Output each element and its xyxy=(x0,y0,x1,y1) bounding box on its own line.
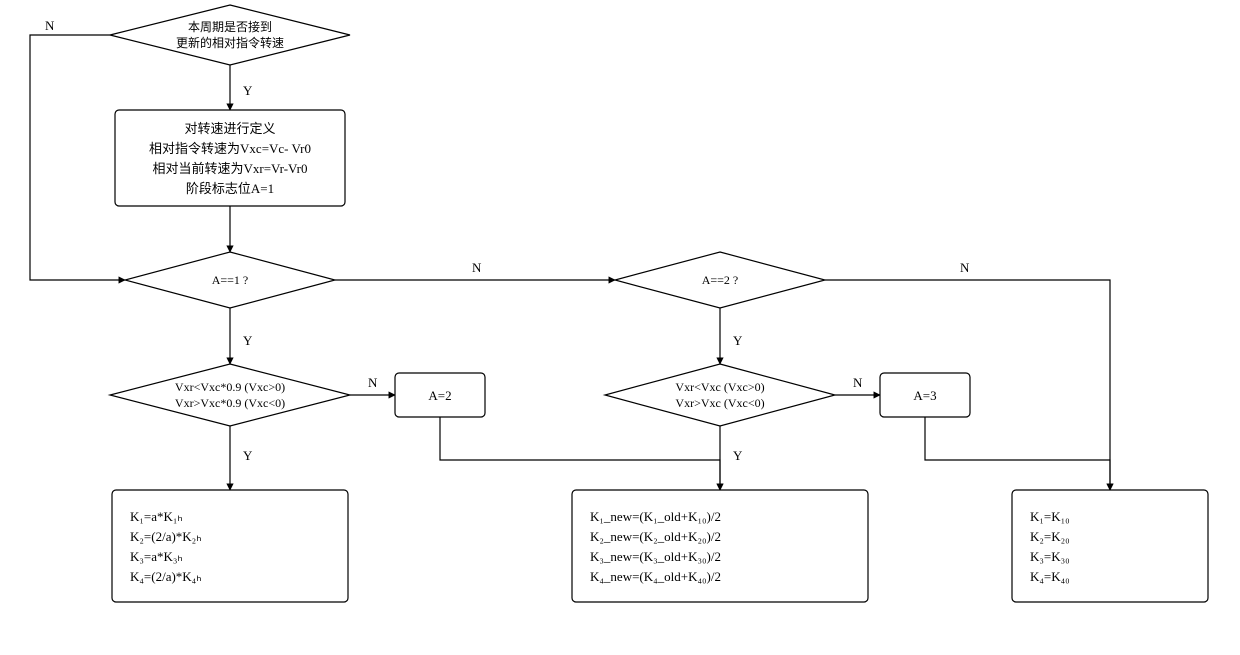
node-d_top-line0: 本周期是否接到 xyxy=(188,19,272,34)
edge-label-a2_N: N xyxy=(960,260,970,275)
node-b_define: 对转速进行定义相对指令转速为Vxc=Vc- Vr0 相对当前转速为Vxr=Vr-V… xyxy=(115,110,345,206)
node-d_vx1-line0: Vxr<Vxc*0.9 (Vxc>0) xyxy=(175,380,285,394)
node-b_a3: A=3 xyxy=(880,373,970,417)
node-b_k_mid-line3: K₄_new=(K₄_old+K₄₀)/2 xyxy=(590,569,721,584)
edge-label-vx1_N: N xyxy=(368,375,378,390)
node-d_vx2-line0: Vxr<Vxc (Vxc>0) xyxy=(675,380,764,394)
edge-label-a2_Y: Y xyxy=(733,333,743,348)
node-d_a2: A==2 ? xyxy=(615,252,825,308)
edge-a2box_down xyxy=(440,417,720,490)
edge-label-a1_Y: Y xyxy=(243,333,253,348)
node-b_k_mid: K₁_new=(K₁_old+K₁₀)/2 K₂_new=(K₂_old+K₂₀)… xyxy=(572,490,868,602)
node-b_k_right-line0: K₁=K₁₀ xyxy=(1030,509,1070,524)
node-b_k_right: K₁=K₁₀ K₂=K₂₀ K₃=K₃₀ K₄=K₄₀ xyxy=(1012,490,1208,602)
node-b_k_mid-line2: K₃_new=(K₃_old+K₃₀)/2 xyxy=(590,549,721,564)
flowchart: 本周期是否接到更新的相对指令转速对转速进行定义相对指令转速为Vxc=Vc- Vr… xyxy=(0,0,1240,655)
node-b_k_left-line2: K₃=a*K₃ₕ xyxy=(130,549,183,564)
node-b_define-line3: 阶段标志位A=1 xyxy=(186,181,274,196)
node-d_a2-line0: A==2 ? xyxy=(702,273,739,287)
node-b_k_right-line2: K₃=K₃₀ xyxy=(1030,549,1070,564)
node-b_k_right-line3: K₄=K₄₀ xyxy=(1030,569,1070,584)
node-d_a1-line0: A==1 ? xyxy=(212,273,249,287)
node-b_k_left-line1: K₂=(2/a)*K₂ₕ xyxy=(130,529,201,544)
node-b_k_mid-line0: K₁_new=(K₁_old+K₁₀)/2 xyxy=(590,509,721,524)
edge-label-top_Y: Y xyxy=(243,83,253,98)
edge-label-top_N_loop: N xyxy=(45,18,55,33)
edge-label-vx1_Y: Y xyxy=(243,448,253,463)
edge-label-vx2_Y: Y xyxy=(733,448,743,463)
node-b_define-line1: 相对指令转速为Vxc=Vc- Vr0 xyxy=(149,141,311,156)
node-d_top: 本周期是否接到更新的相对指令转速 xyxy=(110,5,350,65)
node-b_define-line2: 相对当前转速为Vxr=Vr-Vr0 xyxy=(153,161,308,176)
node-b_k_left-line0: K₁=a*K₁ₕ xyxy=(130,509,183,524)
node-d_vx1: Vxr<Vxc*0.9 (Vxc>0) Vxr>Vxc*0.9 (Vxc<0) xyxy=(110,364,350,426)
node-d_vx2: Vxr<Vxc (Vxc>0) Vxr>Vxc (Vxc<0) xyxy=(605,364,835,426)
node-d_vx2-line1: Vxr>Vxc (Vxc<0) xyxy=(675,396,764,410)
nodes: 本周期是否接到更新的相对指令转速对转速进行定义相对指令转速为Vxc=Vc- Vr… xyxy=(110,5,1208,602)
node-b_k_right-line1: K₂=K₂₀ xyxy=(1030,529,1070,544)
edge-label-vx2_N: N xyxy=(853,375,863,390)
node-d_a1: A==1 ? xyxy=(125,252,335,308)
node-d_top-line1: 更新的相对指令转速 xyxy=(176,35,284,50)
edge-a3box_down xyxy=(925,417,1110,490)
edge-label-a1_N: N xyxy=(472,260,482,275)
node-b_k_left-line3: K₄=(2/a)*K₄ₕ xyxy=(130,569,201,584)
node-d_vx1-line1: Vxr>Vxc*0.9 (Vxc<0) xyxy=(175,396,285,410)
node-b_a3-line0: A=3 xyxy=(913,388,936,403)
edge-top_N_loop xyxy=(30,35,125,280)
node-b_a2: A=2 xyxy=(395,373,485,417)
node-b_a2-line0: A=2 xyxy=(428,388,451,403)
node-b_k_left: K₁=a*K₁ₕ K₂=(2/a)*K₂ₕ K₃=a*K₃ₕ K₄=(2/a)*K₄ₕ xyxy=(112,490,348,602)
node-b_k_mid-line1: K₂_new=(K₂_old+K₂₀)/2 xyxy=(590,529,721,544)
node-b_define-line0: 对转速进行定义 xyxy=(184,121,275,136)
